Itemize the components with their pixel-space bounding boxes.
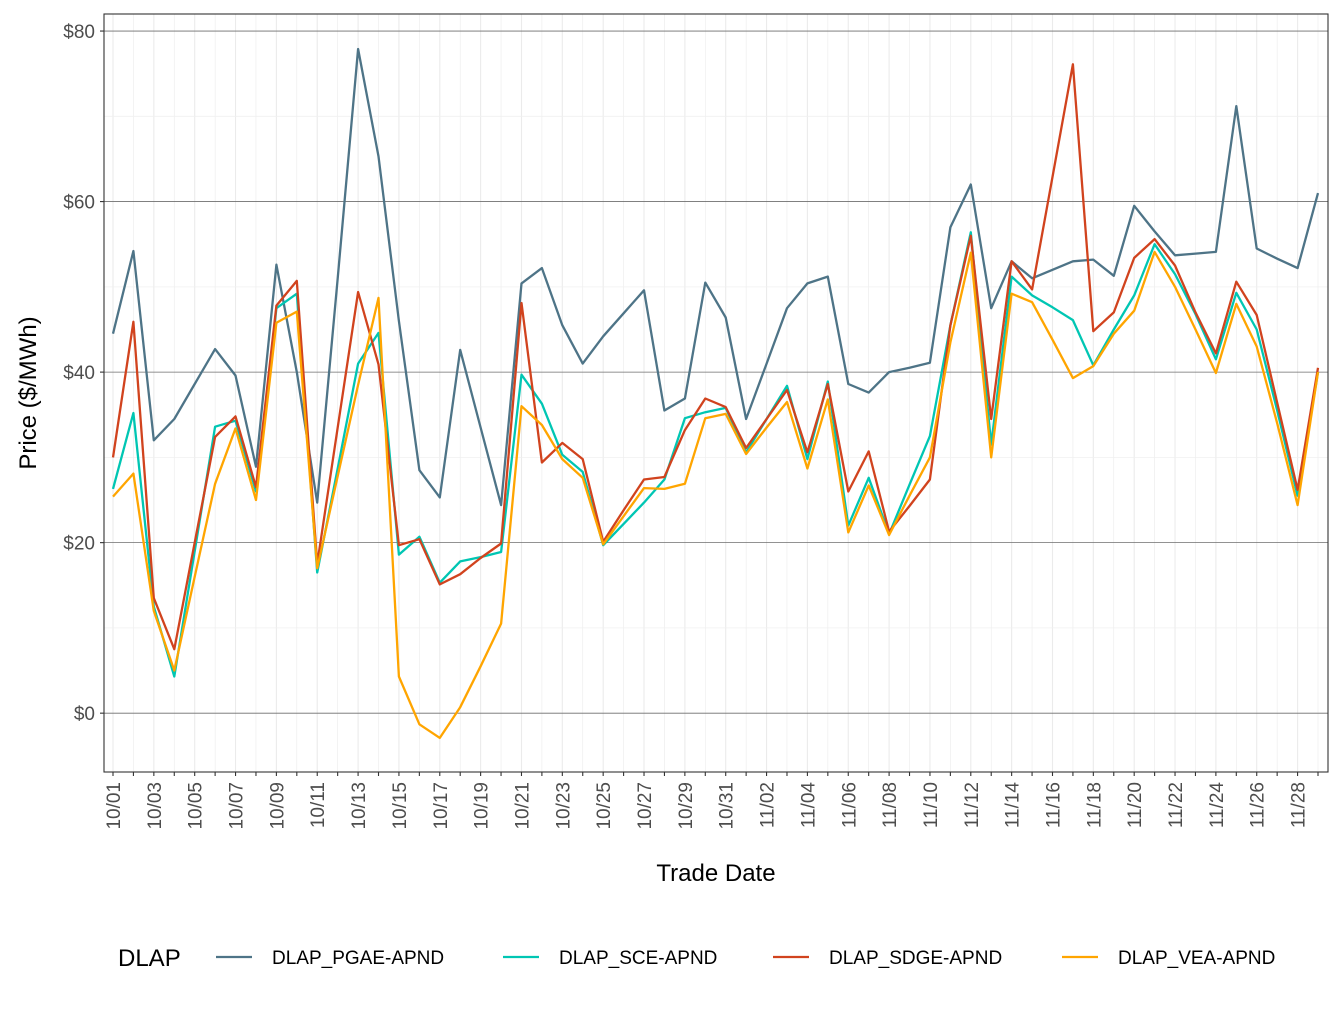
x-tick-label: 11/22 [1166,782,1187,828]
x-tick-label: 11/08 [880,782,901,828]
x-axis: 10/01 10/03 10/05 10/07 10/09 10/11 10/13 10/15… [104,772,1319,830]
x-tick-label: 11/04 [798,782,819,829]
y-tick-label: $40 [63,363,95,384]
y-tick-label: $0 [74,704,95,725]
legend-label: DLAP_SCE-APND [559,948,717,969]
legend: DLAP DLAP_PGAE-APND DLAP_SCE-APND DLAP_SDG… [118,945,1275,972]
x-tick-label: 10/09 [267,782,288,830]
series-lines [111,47,1320,740]
y-tick-label: $20 [63,534,95,555]
panel-border [103,13,1329,773]
x-tick-label: 10/11 [308,782,329,828]
legend-label: DLAP_VEA-APND [1118,948,1275,969]
x-tick-label: 10/17 [431,782,452,830]
x-tick-label: 10/19 [472,782,493,830]
series-line-dlap_vea-apnd [112,250,1320,740]
legend-title: DLAP [118,945,181,972]
y-axis: $0 $20 $40 $60 $80 [63,22,104,725]
x-tick-label: 11/20 [1125,782,1146,828]
y-axis-title: Price ($/MWh) [15,316,42,469]
x-tick-label: 11/02 [758,782,779,828]
x-tick-label: 10/27 [635,782,656,830]
x-tick-label: 11/26 [1248,782,1269,828]
x-tick-label: 11/28 [1289,782,1310,828]
legend-label: DLAP_PGAE-APND [272,948,444,969]
y-tick-label: $80 [63,22,95,43]
x-tick-label: 10/03 [145,782,166,830]
x-tick-label: 11/10 [921,782,942,828]
x-tick-label: 11/06 [839,782,860,828]
legend-label: DLAP_SDGE-APND [829,948,1002,969]
y-tick-label: $60 [63,193,95,214]
x-tick-label: 11/24 [1207,782,1228,829]
x-tick-label: 11/16 [1043,782,1064,828]
x-tick-label: 11/12 [962,782,983,828]
x-tick-label: 10/25 [594,782,615,830]
x-tick-label: 10/21 [512,782,533,830]
x-tick-label: 10/13 [349,782,370,830]
x-tick-label: 10/05 [186,782,207,830]
x-tick-label: 10/07 [227,782,248,830]
x-tick-label: 10/23 [553,782,574,830]
series-line-dlap_pgae-apnd [111,47,1320,507]
x-tick-label: 10/31 [717,782,738,830]
x-tick-label: 10/01 [104,782,125,830]
x-tick-label: 10/29 [676,782,697,830]
x-tick-label: 10/15 [390,782,411,830]
x-tick-label: 11/18 [1084,782,1105,828]
x-axis-title: Trade Date [656,860,775,887]
x-tick-label: 11/14 [1003,782,1024,829]
grid-lines [104,14,1328,772]
